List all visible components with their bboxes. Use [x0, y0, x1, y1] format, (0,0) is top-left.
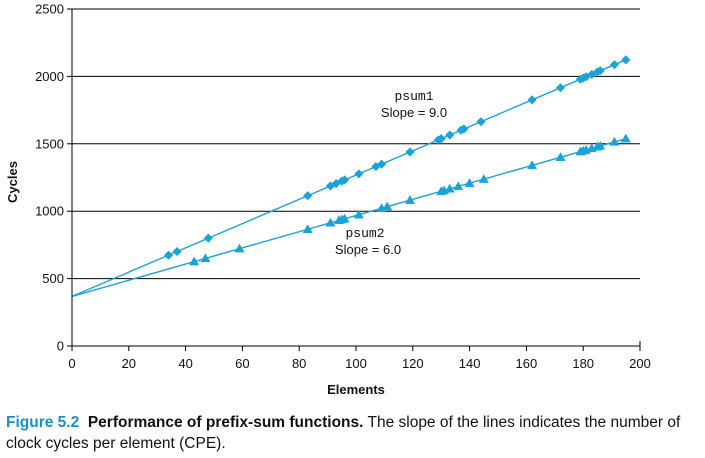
- y-tick-label: 1500: [35, 136, 64, 151]
- psum1-slope-label: Slope = 9.0: [381, 105, 447, 120]
- psum1-point: [476, 117, 486, 127]
- psum2-point: [234, 243, 245, 253]
- psum1-point: [555, 83, 566, 93]
- psum2-point: [200, 253, 211, 263]
- psum1-point: [445, 130, 455, 140]
- psum2-point: [302, 224, 313, 233]
- psum1-point: [339, 175, 350, 185]
- tick-labels: 0 500 1000 1500 2000 2500 0 20 40 60 80 100 120 140 16…: [35, 2, 651, 372]
- psum2-point: [189, 256, 200, 266]
- x-tick-label: 60: [235, 356, 249, 371]
- psum2-point: [404, 195, 415, 204]
- psum2-series-label: psum2: [345, 226, 384, 241]
- psum2-point: [620, 133, 631, 143]
- psum2-point: [325, 217, 336, 227]
- grid-lines: [72, 8, 640, 280]
- psum1-point: [459, 124, 469, 134]
- x-tick-label: 140: [459, 356, 481, 371]
- psum2-point: [353, 209, 364, 219]
- figure-caption: Figure 5.2 Performance of prefix-sum fun…: [6, 412, 701, 454]
- psum1-point: [172, 246, 182, 257]
- x-tick-label: 0: [68, 356, 75, 371]
- psum2-point: [595, 140, 606, 150]
- figure-title: Performance of prefix-sum functions.: [87, 414, 364, 431]
- psum2-point: [382, 201, 393, 211]
- psum1-point: [203, 233, 213, 243]
- x-tick-label: 160: [516, 356, 538, 371]
- psum1-point: [163, 250, 174, 260]
- psum2-point: [478, 174, 489, 183]
- x-tick-label: 80: [292, 356, 306, 371]
- x-axis-title: Elements: [327, 382, 385, 397]
- axes: [67, 8, 641, 351]
- psum1-point: [303, 191, 313, 201]
- psum1-point: [595, 66, 605, 76]
- prefix-sum-chart: 0 500 1000 1500 2000 2500 0 20 40 60 80 100 120 140 16…: [5, 2, 651, 398]
- psum2-line: [71, 138, 626, 298]
- psum2-point: [527, 160, 538, 170]
- psum2-slope-label: Slope = 6.0: [335, 242, 401, 257]
- y-tick-label: 0: [57, 339, 64, 354]
- figure-label: Figure 5.2: [6, 414, 80, 431]
- x-tick-label: 100: [345, 356, 367, 371]
- psum2-point: [339, 213, 350, 223]
- data-markers: [163, 55, 631, 266]
- x-tick-label: 40: [178, 356, 192, 371]
- figure-caption-text: The slope of the lines indicates the num…: [6, 414, 681, 452]
- x-tick-label: 120: [402, 356, 424, 371]
- psum1-line: [71, 59, 627, 298]
- psum1-point: [376, 159, 387, 169]
- psum2-point: [555, 152, 566, 161]
- psum1-point: [621, 55, 631, 65]
- y-axis-title: Cycles: [5, 161, 20, 203]
- psum2-point: [464, 178, 475, 187]
- x-tick-label: 180: [572, 356, 594, 371]
- psum1-point: [527, 95, 537, 105]
- psum1-point: [436, 134, 446, 144]
- y-tick-label: 2000: [35, 69, 64, 84]
- psum1-point: [609, 60, 620, 70]
- x-tick-label: 20: [122, 356, 136, 371]
- psum2-point: [453, 181, 464, 191]
- x-tick-label: 200: [629, 356, 651, 371]
- psum1-point: [354, 169, 364, 179]
- y-tick-label: 500: [42, 271, 64, 286]
- y-tick-label: 2500: [35, 2, 64, 17]
- psum1-point: [405, 147, 415, 157]
- psum2-point: [609, 136, 620, 146]
- series-lines: [71, 59, 627, 298]
- psum1-series-label: psum1: [394, 89, 433, 104]
- y-tick-label: 1000: [35, 204, 64, 219]
- psum2-point: [444, 183, 455, 193]
